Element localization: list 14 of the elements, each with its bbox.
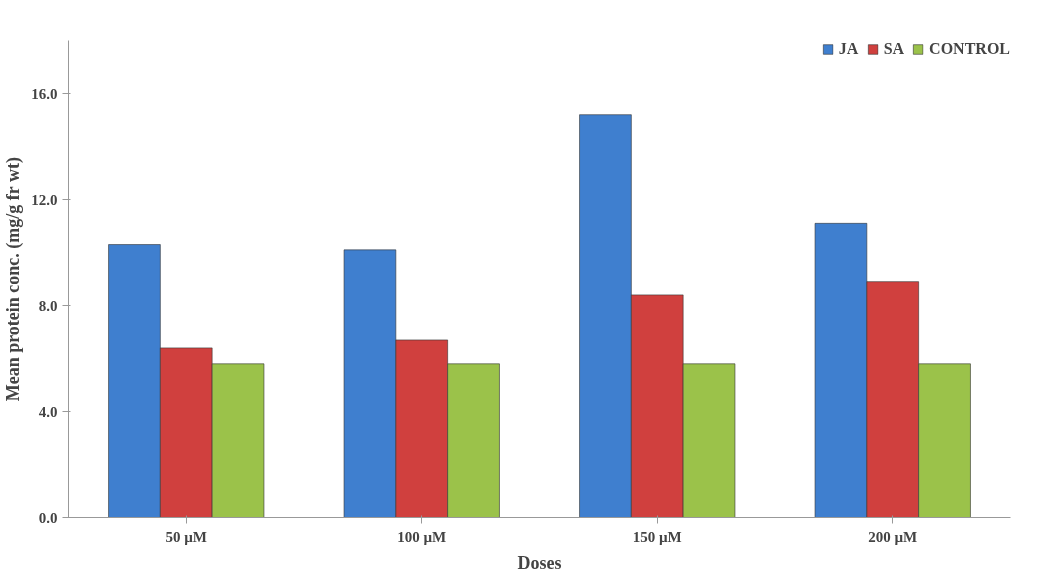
legend-label: CONTROL	[929, 40, 1010, 58]
y-tick-label: 4.0	[38, 403, 58, 420]
y-tick-label: 0.0	[38, 509, 58, 526]
y-tick-label: 16.0	[31, 85, 58, 102]
x-tick-label: 50 µM	[165, 528, 208, 545]
y-tick-label: 12.0	[31, 191, 58, 208]
x-tick-label: 150 µM	[632, 528, 682, 545]
x-axis-title: Doses	[517, 552, 562, 573]
y-tick-label: 8.0	[38, 297, 58, 314]
legend-label: SA	[883, 40, 905, 58]
x-tick-label: 200 µM	[868, 528, 918, 545]
legend-label: JA	[838, 40, 859, 58]
x-tick-label: 100 µM	[397, 528, 447, 545]
y-axis-title: Mean protein conc. (mg/g fr wt)	[3, 157, 25, 402]
